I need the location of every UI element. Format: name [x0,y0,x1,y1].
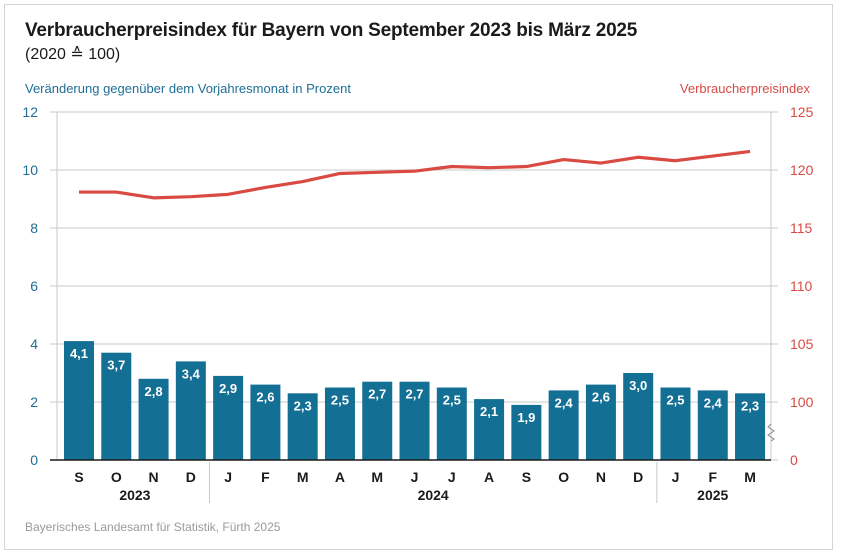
x-axis-month-label: S [74,469,83,485]
x-axis-month-label: O [111,469,122,485]
bars [64,341,766,460]
bar-value-label: 3,4 [182,366,201,381]
right-axis-tick: 105 [790,336,814,352]
cpi-line [79,149,751,200]
bar-value-label: 2,7 [368,387,386,402]
bar-value-label: 2,1 [480,404,498,419]
cpi-line-group [79,149,751,200]
bar-value-label: 1,9 [517,410,535,425]
x-axis-month-label: M [371,469,383,485]
left-axis-tick: 10 [22,162,38,178]
x-axis-month-label: M [297,469,309,485]
bar-value-label: 3,0 [629,378,647,393]
bar [138,378,169,460]
x-axis-year-label: 2024 [418,487,449,503]
right-axis-tick: 120 [790,162,814,178]
right-axis-tick: 125 [790,104,814,120]
bar [511,404,542,460]
x-axis-month-label: A [335,469,345,485]
bar [436,387,467,460]
bar [324,387,355,460]
axes: 0 0 2 100 4 105 6 110 8 115 10 120 12 125 [22,104,813,468]
grid-lines [50,111,778,403]
bar-value-label: 2,3 [294,398,312,413]
bar [623,373,654,460]
x-axis-labels: S O N D J F M A M J J A S O N D J F M 2023 2024 2025 [74,462,756,503]
x-axis-month-label: M [744,469,756,485]
bar-value-label: 2,5 [331,393,349,408]
bar-value-label: 2,5 [666,393,684,408]
left-axis-tick: 0 [30,452,38,468]
x-axis-month-label: N [148,469,158,485]
x-axis-month-label: J [672,469,680,485]
bar-value-label: 2,3 [741,398,759,413]
bar-value-label: 3,7 [107,358,125,373]
right-axis-tick: 100 [790,394,814,410]
chart-subtitle: (2020 ≙ 100) [25,46,121,63]
x-axis-month-label: F [708,469,717,485]
left-axis-tick: 12 [22,104,38,120]
bar-value-label: 2,8 [145,384,163,399]
x-axis-year-label: 2025 [697,487,728,503]
bar [250,384,281,460]
bar-value-label: 2,7 [405,387,423,402]
axis-break-icon [767,423,775,442]
x-axis-month-label: J [448,469,456,485]
bar [660,387,691,460]
bar [585,384,616,460]
right-axis-tick: 115 [790,220,813,236]
bar [474,399,505,460]
bar-value-label: 2,9 [219,381,237,396]
x-axis-month-label: S [522,469,531,485]
bar [362,381,393,460]
source-note: Bayerisches Landesamt für Statistik, Für… [25,520,281,534]
x-axis-month-label: J [411,469,419,485]
x-axis-month-label: D [186,469,196,485]
bar [697,390,728,460]
bar [735,393,766,460]
bar [213,375,244,460]
bar-labels: 4,1 3,7 2,8 3,4 2,9 2,6 2,3 2,5 2,7 2,7 2,5 2,1 1,9 2… [70,346,759,425]
right-axis-tick: 0 [790,452,798,468]
x-axis-month-label: A [484,469,494,485]
x-axis-month-label: N [596,469,606,485]
bar-value-label: 2,6 [592,390,610,405]
right-axis-title: Verbraucherpreisindex [679,81,810,96]
left-axis-tick: 4 [30,336,38,352]
bar [399,381,430,460]
left-axis-title: Veränderung gegenüber dem Vorjahresmonat… [25,81,351,96]
bar-value-label: 2,4 [555,395,574,410]
left-axis-tick: 6 [30,278,38,294]
x-axis-year-label: 2023 [119,487,150,503]
bar [64,341,94,460]
chart-frame [4,4,833,550]
bar-value-label: 4,1 [70,346,88,361]
x-axis-month-label: O [558,469,569,485]
x-axis-month-label: D [633,469,643,485]
x-axis-month-label: F [261,469,270,485]
bar [101,352,132,460]
chart-title: Verbraucherpreisindex für Bayern von Sep… [25,20,638,41]
bar-value-label: 2,4 [704,395,723,410]
left-axis-tick: 2 [30,394,38,410]
bar [548,390,579,460]
bar [175,361,206,460]
bar-value-label: 2,6 [256,390,274,405]
left-axis-tick: 8 [30,220,38,236]
bar-value-label: 2,5 [443,393,461,408]
x-axis-month-label: J [224,469,232,485]
right-axis-tick: 110 [790,278,813,294]
bar [287,393,318,460]
